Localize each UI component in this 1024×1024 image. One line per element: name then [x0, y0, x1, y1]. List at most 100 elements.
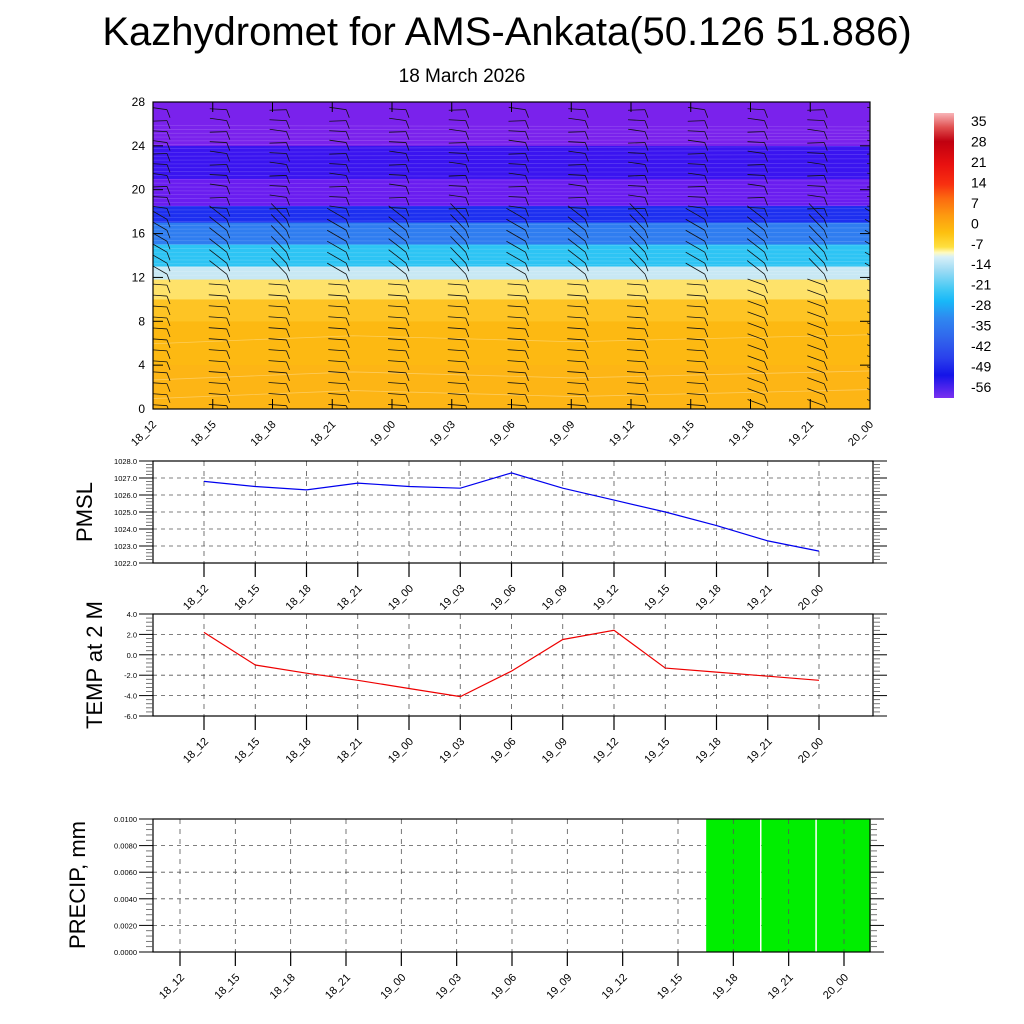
wind-barb-flag: [345, 131, 350, 140]
wind-barb-flag: [465, 372, 470, 381]
wind-barb-flag: [764, 372, 768, 381]
chart-title: Kazhydromet for AMS-Ankata(50.126 51.886…: [102, 10, 912, 54]
wind-barb: [268, 305, 287, 308]
wind-barb-flag: [286, 394, 290, 403]
wind-barb: [328, 283, 347, 286]
wind-barb: [268, 283, 287, 286]
wind-barb-flag: [764, 120, 768, 129]
wind-barb: [389, 117, 407, 122]
wind-barb: [507, 382, 526, 385]
wind-barb: [270, 247, 287, 264]
y-tick-label: 24: [132, 139, 146, 153]
wind-barb-flag: [405, 252, 410, 261]
wind-barb-flag: [704, 241, 709, 250]
wind-barb-flag: [884, 143, 887, 151]
wind-barb-flag: [764, 197, 768, 206]
wind-barb-flag: [226, 142, 231, 151]
wind-barb: [326, 251, 347, 264]
wind-barb: [389, 150, 407, 154]
x-tick-label: 20_00: [796, 736, 826, 766]
wind-barb: [388, 164, 407, 166]
y-tick-label: 4.0: [127, 610, 137, 619]
wind-barb: [807, 322, 825, 330]
wind-barb-flag: [226, 328, 231, 338]
wind-barb: [567, 283, 586, 286]
wind-barb-flag: [465, 339, 470, 349]
wind-barb: [447, 327, 466, 330]
chart-subtitle: 18 March 2026: [398, 66, 526, 87]
x-tick-label: 19_18: [694, 736, 724, 766]
wind-barb-flag: [226, 273, 231, 283]
x-tick-label: 19_12: [607, 419, 637, 449]
wind-barb: [450, 247, 467, 264]
y-tick-label: 0.0100: [114, 815, 137, 824]
wind-barb-flag: [286, 109, 290, 118]
wind-barb-flag: [345, 230, 350, 239]
wind-barb: [447, 283, 466, 286]
wind-barb-flag: [286, 405, 289, 409]
wind-barb: [209, 174, 227, 176]
wind-barb: [329, 172, 347, 176]
wind-barb-flag: [405, 372, 410, 381]
wind-barb: [507, 294, 526, 297]
wind-barb-flag: [764, 339, 768, 349]
wind-barb-flag: [704, 153, 709, 162]
colorbar-label: 7: [971, 195, 979, 211]
x-tick-label: 19_06: [489, 972, 519, 1002]
wind-barb: [747, 311, 765, 319]
wind-barb: [685, 218, 705, 231]
wind-barb-flag: [345, 372, 350, 381]
wind-barb: [507, 349, 526, 352]
wind-barb: [686, 305, 705, 308]
wind-barb: [388, 393, 407, 396]
wind-barb-flag: [166, 306, 171, 316]
wind-barb: [567, 294, 586, 297]
wind-barb: [268, 327, 287, 330]
x-tick-label: 19_18: [727, 419, 757, 449]
wind-barb: [328, 316, 347, 319]
wind-barb-flag: [584, 306, 589, 316]
wind-barb: [268, 371, 287, 374]
wind-barb-flag: [704, 186, 709, 195]
wind-barb-flag: [884, 230, 887, 238]
wind-barb: [448, 119, 466, 122]
wind-barb: [685, 262, 705, 275]
wind-barb-flag: [764, 153, 768, 162]
colorbar-label: 0: [971, 215, 979, 231]
wind-barb-flag: [465, 306, 470, 316]
wind-barb-flag: [166, 405, 169, 409]
contour-line: [153, 232, 870, 234]
wind-barb-flag: [226, 295, 231, 305]
wind-barb: [747, 131, 765, 133]
x-tick-label: 19_12: [600, 972, 630, 1002]
colorbar-label: -35: [971, 318, 991, 334]
wind-barb: [627, 305, 646, 308]
wind-barb: [326, 207, 347, 220]
wind-barb: [329, 163, 347, 165]
wind-barb-flag: [286, 186, 290, 195]
wind-barb-flag: [465, 109, 470, 118]
contour-line: [153, 211, 870, 215]
wind-barb: [388, 205, 407, 220]
wind-barb-flag: [465, 252, 470, 261]
wind-barb-flag: [764, 383, 768, 392]
x-tick-label: 19_00: [368, 419, 398, 449]
wind-barb: [209, 131, 227, 133]
wind-barb-flag: [584, 164, 589, 173]
wind-barb: [153, 283, 168, 286]
wind-barb: [326, 262, 347, 275]
y-tick-label: -2.0: [124, 671, 137, 680]
wind-barb-flag: [345, 120, 350, 129]
x-tick-label: 18_18: [249, 419, 279, 449]
wind-barb: [807, 142, 825, 144]
contour-line: [153, 244, 870, 247]
wind-barb-flag: [286, 153, 290, 162]
x-tick-label: 19_12: [591, 583, 621, 613]
colorbar-label: 21: [971, 154, 987, 170]
wind-barb: [747, 183, 765, 187]
temperature-band: [153, 279, 870, 300]
wind-barb: [747, 289, 765, 297]
contour-line: [153, 205, 870, 207]
wind-barb-flag: [286, 328, 290, 338]
wind-barb: [627, 404, 646, 407]
